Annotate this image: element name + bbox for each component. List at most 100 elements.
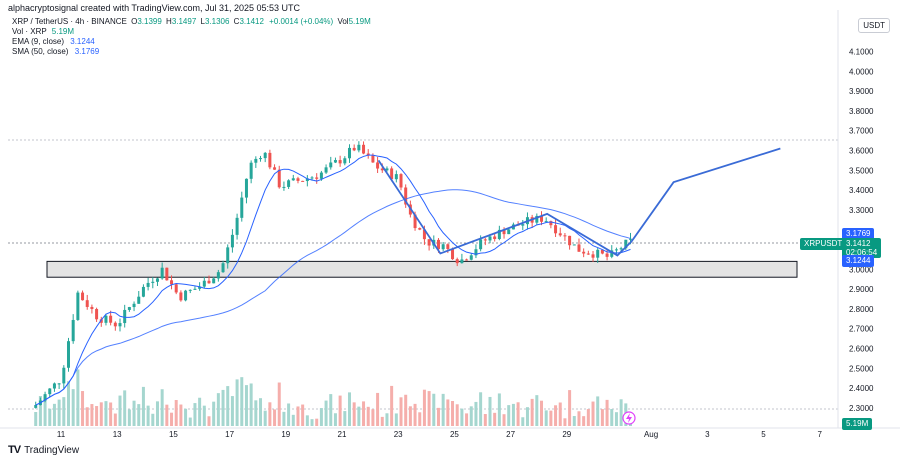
volume-bar	[34, 412, 38, 426]
candle-body	[221, 263, 225, 273]
candle-body	[127, 307, 131, 310]
symbol-legend-row[interactable]: XRP / TetherUS · 4h · BINANCE O3.1399 H3…	[12, 17, 371, 26]
volume-bar	[254, 400, 258, 426]
bar-countdown: 02:06:54	[846, 248, 878, 257]
volume-bar	[418, 412, 422, 426]
candle-body	[198, 286, 202, 289]
volume-bar	[151, 413, 155, 426]
volume-bar	[427, 391, 431, 426]
candle-body	[404, 187, 408, 205]
volume-bar	[310, 419, 314, 426]
volume-bar	[333, 413, 337, 426]
candle-body	[81, 292, 85, 301]
volume-bar	[240, 377, 244, 426]
time-axis-label: 23	[394, 430, 403, 439]
volume-bar	[132, 400, 136, 426]
volume-bar	[319, 408, 323, 426]
candle-body	[436, 239, 440, 250]
volume-bar	[170, 412, 174, 426]
volume-bar	[48, 408, 52, 426]
volume-bar	[577, 411, 581, 426]
candle-body	[568, 235, 572, 246]
candle-body	[99, 319, 103, 323]
candle-body	[577, 244, 581, 252]
volume-bar	[483, 414, 487, 426]
volume-bar	[85, 407, 89, 426]
volume-bar	[66, 381, 70, 426]
candle-body	[315, 177, 319, 179]
volume-bar	[455, 404, 459, 426]
candle-body	[610, 250, 614, 257]
candle-body	[441, 244, 445, 250]
volume-bar	[591, 401, 595, 426]
volume-bar	[460, 408, 464, 426]
volume-bar	[43, 395, 47, 426]
candle-body	[422, 229, 426, 240]
created-by-text: alphacryptosignal created with TradingVi…	[8, 3, 300, 13]
volume-bar	[249, 383, 253, 426]
candle-body	[544, 221, 548, 223]
volume-bar	[497, 393, 501, 426]
price-axis-label: 2.3000	[849, 404, 874, 413]
volume-bar	[347, 392, 351, 426]
candle-body	[296, 178, 300, 181]
volume-bar	[198, 397, 202, 426]
currency-selector[interactable]: USDT	[858, 18, 890, 33]
candle-body	[596, 249, 600, 258]
volume-bar	[352, 402, 356, 426]
candle-body	[43, 394, 47, 401]
tradingview-brand[interactable]: TV TradingView	[8, 444, 79, 456]
volume-bar	[441, 393, 445, 426]
volume-bar	[343, 411, 347, 426]
candle-body	[479, 239, 483, 250]
candle-body	[558, 233, 562, 236]
candle-body	[174, 284, 178, 293]
volume-bar	[277, 382, 281, 426]
candle-body	[259, 158, 263, 160]
candle-body	[469, 255, 473, 260]
time-axis-label: 3	[705, 430, 710, 439]
candle-body	[57, 383, 61, 385]
volume-bar	[614, 412, 618, 426]
volume-bar	[207, 416, 211, 426]
volume-bar	[118, 395, 122, 426]
volume-bar	[226, 386, 230, 426]
volume-bar	[291, 414, 295, 426]
volume-bar	[282, 411, 286, 426]
candle-body	[109, 315, 113, 323]
volume-legend-row[interactable]: Vol · XRP 5.19M	[12, 27, 371, 37]
volume-bar	[385, 413, 389, 426]
candle-body	[137, 296, 141, 304]
volume-bar	[493, 412, 497, 426]
volume-bar	[244, 385, 248, 426]
candle-body	[338, 160, 342, 164]
volume-bar	[380, 416, 384, 426]
candle-body	[394, 174, 398, 180]
candle-body	[263, 152, 267, 159]
volume-value: 5.19M	[348, 17, 371, 26]
projection-path	[377, 147, 781, 257]
volume-bar	[451, 401, 455, 426]
candle-body	[282, 186, 286, 188]
volume-bar	[179, 404, 183, 426]
volume-bar	[137, 404, 141, 426]
candle-body	[399, 174, 403, 188]
candle-body	[151, 281, 155, 283]
volume-bar	[605, 399, 609, 426]
sma-legend-row[interactable]: SMA (50, close) 3.1769	[12, 47, 371, 57]
candle-body	[273, 167, 277, 170]
candle-body	[614, 249, 618, 251]
volume-bar	[76, 369, 80, 426]
volume-bar	[521, 417, 525, 426]
volume-bar	[549, 410, 553, 426]
volume-indicator-label: Vol · XRP	[12, 27, 47, 36]
candle-body	[549, 221, 553, 226]
volume-bar	[399, 397, 403, 426]
sma-label: SMA (50, close)	[12, 47, 69, 56]
ema-legend-row[interactable]: EMA (9, close) 3.1244	[12, 37, 371, 47]
volume-bar	[422, 389, 426, 426]
volume-bar	[52, 403, 56, 426]
candle-body	[277, 169, 281, 188]
volume-bar	[305, 415, 309, 426]
